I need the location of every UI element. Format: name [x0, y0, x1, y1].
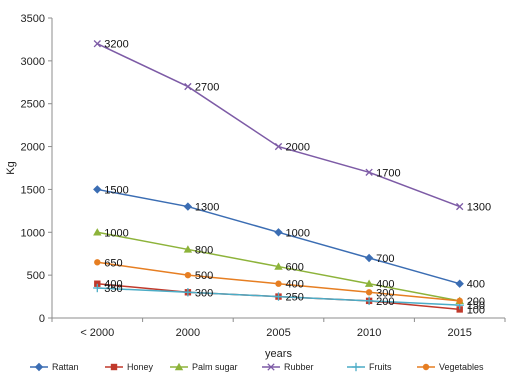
legend-marker	[174, 362, 184, 371]
data-label-rattan: 400	[467, 279, 485, 291]
data-label-honey: 400	[104, 279, 122, 291]
data-point-rattan	[455, 279, 464, 288]
data-label-vegetables: 500	[195, 270, 213, 282]
legend-marker	[351, 362, 361, 372]
data-label-rattan: 1500	[104, 184, 128, 196]
data-label-rattan: 1300	[195, 202, 219, 214]
data-label-palm-sugar: 200	[467, 296, 485, 308]
data-point-rattan	[93, 185, 102, 194]
data-label-vegetables: 650	[104, 257, 122, 269]
data-label-palm-sugar: 600	[286, 262, 304, 274]
y-tick-label: 1000	[21, 227, 45, 239]
y-tick-label: 1500	[21, 184, 45, 196]
data-point-fruits	[364, 296, 374, 306]
data-point-rattan	[183, 202, 193, 211]
data-point-rattan	[274, 228, 283, 237]
data-label-fruits: 350	[104, 283, 122, 295]
data-point-vegetables	[184, 271, 192, 279]
x-tick-label: < 2000	[80, 327, 114, 339]
data-point-vegetables	[456, 297, 463, 305]
legend-label: Fruits	[369, 362, 392, 372]
data-label-rubber: 1300	[467, 202, 491, 214]
data-point-palm-sugar	[274, 262, 283, 270]
data-point-rattan	[364, 253, 374, 263]
data-label-fruits: 150	[467, 300, 485, 312]
x-tick-label: 2005	[266, 327, 290, 339]
y-tick-label: 0	[39, 313, 45, 325]
legend-item-honey: Honey	[105, 362, 154, 372]
legend-item-rubber: Rubber	[262, 362, 314, 372]
y-axis-title: Kg	[5, 161, 17, 174]
y-tick-label: 3000	[21, 56, 45, 68]
data-point-fruits	[93, 283, 102, 293]
data-point-honey	[456, 306, 463, 313]
data-point-rubber	[93, 40, 101, 48]
legend-item-rattan: Rattan	[30, 362, 79, 372]
legend-label: Vegetables	[439, 362, 484, 372]
x-tick-label: 2000	[176, 327, 200, 339]
data-label-fruits: 300	[195, 287, 213, 299]
y-tick-label: 500	[27, 270, 45, 282]
x-axis-title: years	[265, 348, 292, 360]
data-point-rubber	[456, 202, 464, 211]
data-label-palm-sugar: 800	[195, 244, 213, 256]
data-label-honey: 100	[467, 304, 485, 316]
data-point-rubber	[365, 168, 373, 176]
legend-item-fruits: Fruits	[347, 362, 392, 372]
data-point-palm-sugar	[183, 245, 193, 253]
series-line-rubber	[96, 43, 460, 208]
data-label-rattan: 700	[376, 253, 394, 265]
y-tick-label: 2500	[21, 99, 45, 111]
data-point-palm-sugar	[364, 279, 374, 287]
legend-marker	[110, 363, 118, 371]
legend-item-palm-sugar: Palm sugar	[170, 362, 238, 372]
data-label-rubber: 1700	[376, 167, 400, 179]
legend-label: Rattan	[52, 362, 79, 372]
y-tick-label: 3500	[21, 13, 45, 25]
data-point-vegetables	[275, 280, 282, 287]
legend-label: Rubber	[284, 362, 314, 372]
data-label-vegetables: 300	[376, 287, 394, 299]
data-point-palm-sugar	[93, 228, 102, 236]
data-label-rattan: 1000	[286, 227, 310, 239]
data-label-palm-sugar: 400	[376, 279, 394, 291]
data-label-fruits: 200	[376, 296, 394, 308]
legend-marker	[422, 363, 430, 371]
legend-label: Honey	[127, 362, 154, 372]
data-point-honey	[94, 280, 101, 287]
data-point-vegetables	[365, 289, 373, 296]
data-label-rubber: 2000	[286, 142, 310, 154]
data-point-vegetables	[94, 259, 101, 266]
y-tick-label: 2000	[21, 142, 45, 154]
legend-label: Palm sugar	[192, 362, 238, 372]
data-point-rubber	[184, 82, 192, 91]
data-label-palm-sugar: 1000	[104, 227, 128, 239]
data-label-vegetables: 400	[286, 279, 304, 291]
data-point-fruits	[183, 288, 193, 297]
x-tick-label: 2010	[357, 327, 381, 339]
legend-marker	[34, 362, 44, 372]
legend-item-vegetables: Vegetables	[417, 362, 484, 372]
legend-marker	[267, 363, 275, 371]
data-label-rubber: 3200	[104, 39, 128, 51]
x-tick-label: 2015	[447, 327, 471, 339]
data-point-rubber	[274, 142, 283, 151]
data-label-rubber: 2700	[195, 82, 219, 94]
data-label-fruits: 250	[286, 292, 304, 304]
data-point-fruits	[274, 292, 283, 301]
